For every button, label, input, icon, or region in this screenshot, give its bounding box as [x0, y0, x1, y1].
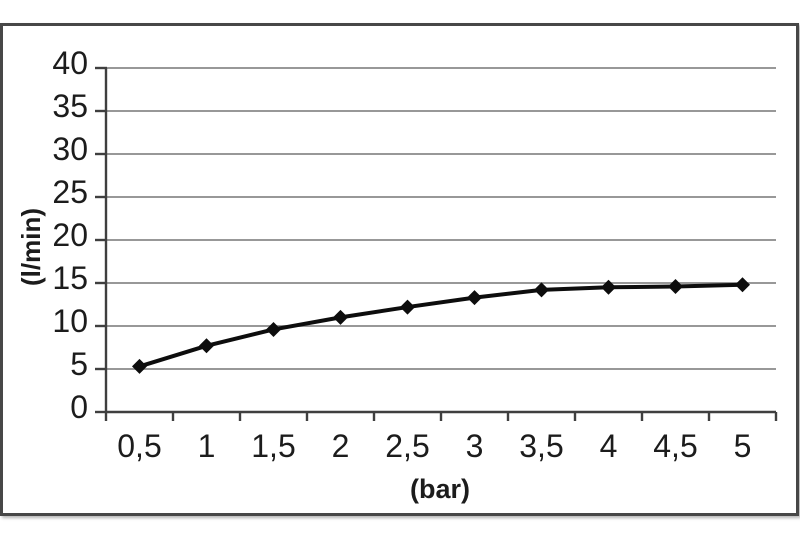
data-point-marker — [333, 309, 348, 325]
y-tick-label: 35 — [52, 88, 88, 124]
x-tick-label: 3,5 — [519, 428, 563, 464]
y-tick-label: 5 — [70, 346, 88, 382]
data-point-marker — [132, 358, 147, 374]
x-tick-label: 2 — [332, 428, 350, 464]
x-tick-label: 3 — [466, 428, 484, 464]
y-tick-label: 30 — [52, 131, 88, 167]
y-tick-label: 15 — [52, 260, 88, 296]
data-point-marker — [266, 321, 281, 337]
chart-frame — [0, 23, 799, 516]
data-point-marker — [735, 277, 750, 293]
x-tick-label: 5 — [734, 428, 752, 464]
axes-layer — [95, 66, 778, 421]
data-point-marker — [199, 338, 214, 354]
x-tick-label: 2,5 — [385, 428, 429, 464]
x-tick-label: 4,5 — [653, 428, 697, 464]
data-point-marker — [400, 299, 415, 315]
data-point-marker — [534, 282, 549, 298]
x-axis-title: (bar) — [410, 474, 470, 504]
y-tick-label: 0 — [70, 389, 88, 425]
series-line — [137, 282, 745, 369]
data-point-marker — [467, 290, 482, 306]
y-tick-label: 10 — [52, 303, 88, 339]
x-tick-label: 0,5 — [117, 428, 161, 464]
gridlines-layer — [106, 67, 776, 370]
x-tick-label: 4 — [600, 428, 618, 464]
data-point-marker — [668, 278, 683, 294]
tick-labels-layer: 0 5 10 15 20 25 30 35 40 0,5 1 1,5 2 2,5 3 3,5 4 4,5 5 — [52, 45, 751, 464]
y-tick-label: 20 — [52, 217, 88, 253]
series-layer — [132, 277, 750, 374]
y-axis-title: (l/min) — [16, 208, 46, 286]
x-tick-label: 1 — [198, 428, 216, 464]
data-point-marker — [601, 279, 616, 295]
x-tick-label: 1,5 — [251, 428, 295, 464]
y-tick-label: 40 — [52, 45, 88, 81]
y-tick-label: 25 — [52, 174, 88, 210]
